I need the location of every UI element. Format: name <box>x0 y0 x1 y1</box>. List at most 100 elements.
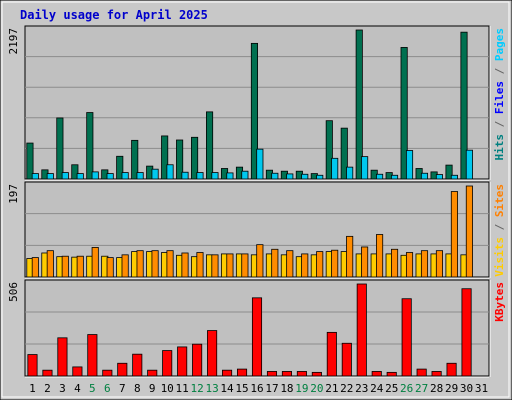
bar-files-day-18 <box>286 173 294 180</box>
bar-hits-day-22 <box>340 127 348 180</box>
y-max-label: 2197 <box>7 28 20 55</box>
day-label-21: 21 <box>325 382 338 395</box>
bar-hits-day-12 <box>191 136 199 180</box>
bar-sites-day-5 <box>91 247 99 278</box>
bar-kbytes-day-15 <box>236 368 248 377</box>
legend-label: Visits / Sites <box>493 184 506 277</box>
bar-sites-day-2 <box>46 250 54 278</box>
bar-files-day-22 <box>346 166 354 180</box>
bar-files-day-10 <box>166 164 174 180</box>
bar-files-day-6 <box>106 173 114 180</box>
chart-title: Daily usage for April 2025 <box>20 8 208 22</box>
legend-label: Hits / Files / Pages <box>493 28 506 161</box>
bar-kbytes-day-16 <box>251 297 263 377</box>
bar-hits-day-23 <box>355 29 363 180</box>
bar-files-day-25 <box>391 174 399 180</box>
day-label-23: 23 <box>355 382 368 395</box>
day-label-8: 8 <box>134 382 141 395</box>
bar-files-day-19 <box>301 173 309 180</box>
bar-files-day-23 <box>361 156 369 180</box>
bar-hits-day-10 <box>161 135 169 180</box>
bar-kbytes-day-19 <box>296 371 307 377</box>
legend-entry: Files <box>493 81 506 114</box>
bar-files-day-27 <box>420 172 429 180</box>
day-label-12: 12 <box>191 382 204 395</box>
day-label-11: 11 <box>176 382 189 395</box>
bar-sites-day-19 <box>301 253 309 278</box>
day-label-14: 14 <box>220 382 234 395</box>
bar-kbytes-day-13 <box>207 330 218 377</box>
day-label-19: 19 <box>295 382 308 395</box>
bar-files-day-17 <box>271 172 279 180</box>
day-label-1: 1 <box>29 382 36 395</box>
day-label-26: 26 <box>400 382 413 395</box>
bar-hits-day-7 <box>116 155 124 180</box>
legend-entry: Pages <box>493 28 506 61</box>
legend-entry: KBytes <box>493 282 506 322</box>
day-label-13: 13 <box>205 382 218 395</box>
day-labels: 1 2 3 4 5 6 7 8 9 10 11 12 13 14 15 16 17 18 19 20 21 22 23 24 2… <box>29 382 488 395</box>
bar-files-day-21 <box>331 157 339 180</box>
bar-files-day-16 <box>256 148 264 180</box>
day-label-9: 9 <box>149 382 156 395</box>
bar-kbytes-day-6 <box>102 369 113 377</box>
bar-hits-day-11 <box>176 139 184 180</box>
legend-entry: Hits <box>493 134 506 161</box>
bar-files-day-28 <box>435 174 443 180</box>
bar-sites-day-1 <box>31 257 39 278</box>
visits-panel: 197 Visits / Sites <box>7 181 506 279</box>
bar-hits-day-3 <box>56 117 64 180</box>
y-max-label: 197 <box>7 184 20 204</box>
day-label-5: 5 <box>89 382 96 395</box>
bar-sites-day-3 <box>61 255 69 278</box>
bar-sites-day-4 <box>76 255 84 278</box>
day-label-4: 4 <box>74 382 81 395</box>
bar-sites-day-29 <box>450 191 458 278</box>
bar-kbytes-day-24 <box>371 371 382 377</box>
day-label-7: 7 <box>119 382 126 395</box>
bar-hits-day-13 <box>206 111 214 180</box>
bar-sites-day-10 <box>166 250 174 278</box>
bar-sites-day-11 <box>181 252 189 278</box>
day-label-17: 17 <box>265 382 278 395</box>
day-label-22: 22 <box>340 382 353 395</box>
bar-kbytes-day-26 <box>401 298 412 377</box>
bar-kbytes-day-23 <box>356 283 367 377</box>
bar-hits-day-29 <box>445 164 453 180</box>
bar-files-day-2 <box>46 173 54 180</box>
legend-entry: Visits <box>493 237 506 277</box>
legend-entry: / <box>493 61 506 81</box>
bar-files-day-7 <box>121 172 129 180</box>
bar-sites-day-24 <box>376 234 384 278</box>
day-label-2: 2 <box>44 382 51 395</box>
bar-sites-day-23 <box>361 246 369 278</box>
bar-kbytes-day-3 <box>57 337 68 377</box>
bar-hits-day-8 <box>131 139 139 180</box>
hits-panel: 2197 Hits / Files / Pages <box>7 25 506 181</box>
bar-kbytes-day-14 <box>222 369 233 377</box>
bar-hits-day-26 <box>400 47 408 180</box>
bar-sites-day-14 <box>226 253 234 278</box>
bar-sites-day-25 <box>391 248 399 278</box>
bar-sites-day-7 <box>121 254 129 278</box>
day-label-29: 29 <box>445 382 458 395</box>
bar-files-day-3 <box>61 172 69 180</box>
bar-kbytes-day-21 <box>326 331 337 377</box>
bar-kbytes-day-30 <box>461 288 472 377</box>
bar-hits-day-5 <box>86 112 94 180</box>
bar-sites-day-16 <box>256 244 264 278</box>
day-label-15: 15 <box>235 382 248 395</box>
bar-kbytes-day-25 <box>386 371 397 377</box>
day-label-28: 28 <box>430 382 443 395</box>
bar-sites-day-13 <box>211 254 219 278</box>
bar-kbytes-day-1 <box>27 354 38 377</box>
bar-kbytes-day-11 <box>177 346 188 377</box>
bar-kbytes-day-7 <box>117 362 128 377</box>
bar-files-day-13 <box>211 172 219 180</box>
bar-sites-day-30 <box>465 185 473 278</box>
bar-kbytes-day-12 <box>192 343 203 377</box>
bar-files-day-4 <box>76 173 84 180</box>
bar-sites-day-26 <box>405 252 414 278</box>
bar-kbytes-day-10 <box>162 350 173 377</box>
